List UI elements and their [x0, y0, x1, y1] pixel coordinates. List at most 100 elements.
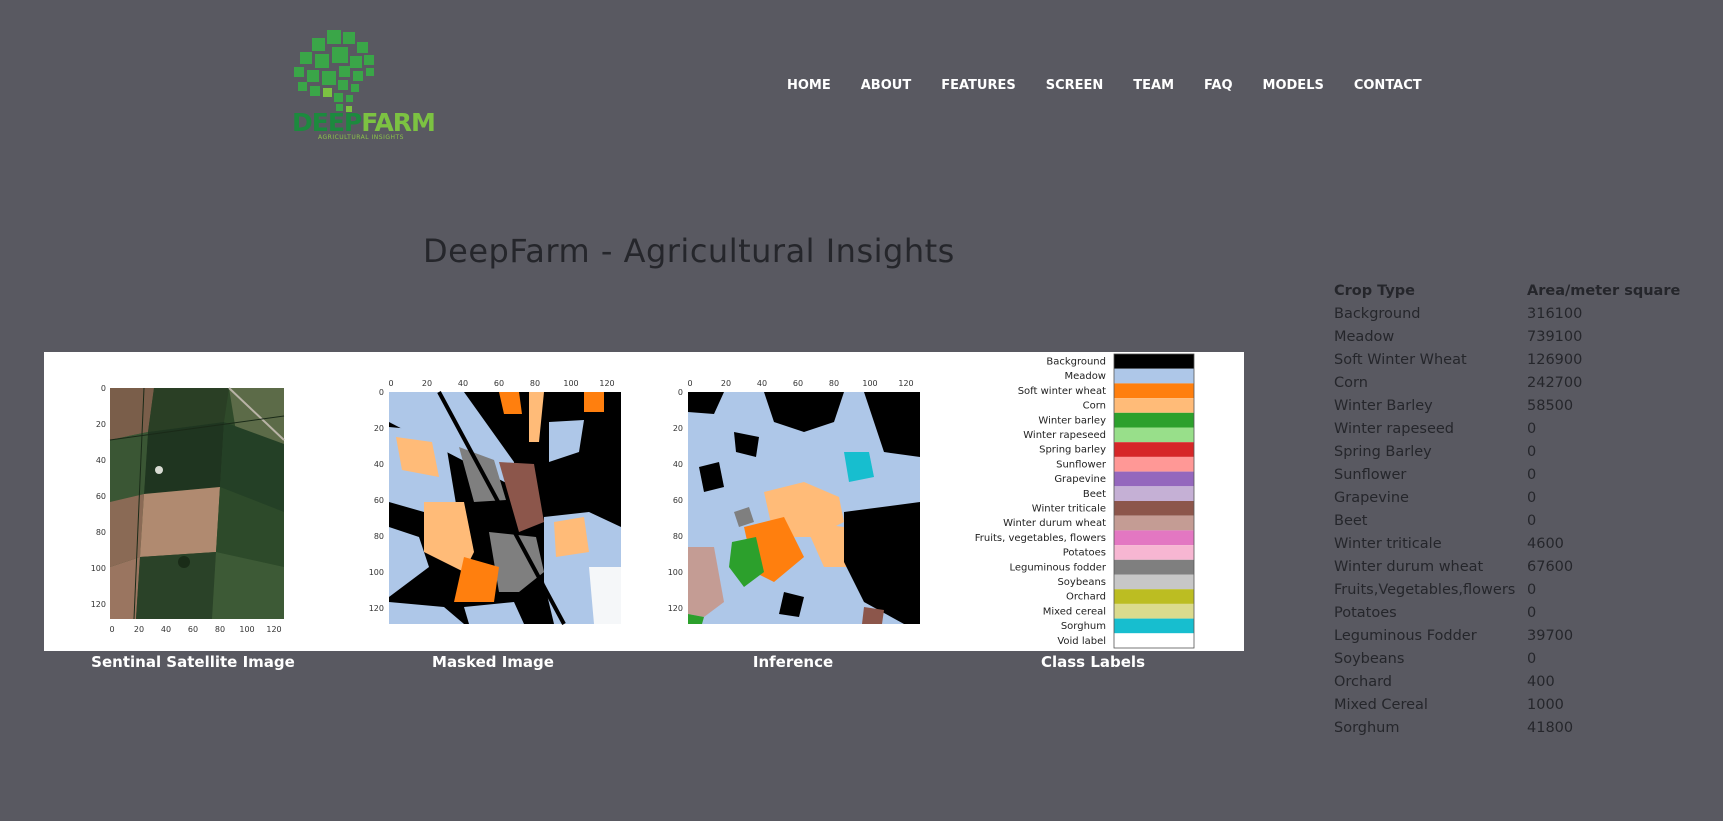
class-label-text: Background: [1046, 357, 1106, 368]
table-row: Soft Winter Wheat 126900: [1334, 348, 1680, 371]
area-cell: 58500: [1527, 397, 1574, 414]
nav-faq-link[interactable]: FAQ: [1204, 78, 1233, 93]
nav-contact-link[interactable]: CONTACT: [1353, 78, 1422, 93]
tick-label: 100: [369, 568, 384, 577]
tick-label: 20: [374, 424, 384, 433]
satellite-x-axis-ticks: 0 20 40 60 80 100 120: [109, 625, 281, 634]
crop-type-cell: Soybeans: [1334, 650, 1405, 667]
caption-satellite: Sentinal Satellite Image: [91, 653, 295, 671]
class-color-swatch: [1114, 354, 1194, 369]
class-label-text: Beet: [1083, 489, 1106, 500]
tick-label: 20: [96, 420, 106, 429]
table-row: Spring Barley 0: [1334, 440, 1680, 463]
tick-label: 20: [422, 379, 432, 388]
class-color-swatch: [1114, 545, 1194, 560]
tick-label: 60: [96, 492, 106, 501]
tick-label: 100: [239, 625, 254, 634]
table-row: Leguminous Fodder 39700: [1334, 624, 1680, 647]
area-cell: 0: [1527, 466, 1537, 483]
tick-label: 60: [494, 379, 504, 388]
tick-label: 120: [668, 604, 683, 613]
nav-screen-link[interactable]: SCREEN: [1045, 78, 1104, 93]
logo-wordmark[interactable]: DEEPFARM: [292, 108, 436, 137]
class-color-swatch: [1114, 442, 1194, 457]
area-cell: 316100: [1527, 305, 1583, 322]
tick-label: 80: [530, 379, 540, 388]
nav-models-link[interactable]: MODELS: [1262, 78, 1324, 93]
crop-type-cell: Winter rapeseed: [1334, 420, 1454, 437]
crop-type-cell: Spring Barley: [1334, 443, 1432, 460]
tick-label: 120: [91, 600, 106, 609]
area-header: Area/meter square: [1527, 282, 1681, 299]
crop-type-cell: Winter triticale: [1334, 535, 1442, 552]
area-cell: 0: [1527, 650, 1537, 667]
class-color-swatch: [1114, 603, 1194, 619]
tick-label: 20: [134, 625, 144, 634]
area-cell: 0: [1527, 443, 1537, 460]
crop-type-cell: Beet: [1334, 512, 1368, 529]
inference-x-axis-ticks: 0 20 40 60 80 100 120: [687, 379, 913, 388]
area-cell: 0: [1527, 512, 1537, 529]
tick-label: 120: [369, 604, 384, 613]
nav-about-link[interactable]: ABOUT: [860, 78, 912, 93]
tick-label: 120: [898, 379, 913, 388]
tick-label: 60: [673, 496, 683, 505]
class-label-text: Winter durum wheat: [1003, 518, 1106, 529]
area-cell: 67600: [1527, 558, 1574, 575]
legend-frame: [1113, 353, 1195, 649]
area-cell: 0: [1527, 420, 1537, 437]
crop-type-cell: Winter durum wheat: [1334, 558, 1484, 575]
table-row: Winter triticale 4600: [1334, 532, 1680, 555]
tick-label: 0: [687, 379, 692, 388]
area-cell: 0: [1527, 489, 1537, 506]
table-row: Soybeans 0: [1334, 647, 1680, 670]
area-cell: 1000: [1527, 696, 1564, 713]
class-label-text: Corn: [1083, 401, 1106, 412]
class-color-swatch: [1114, 530, 1194, 546]
crop-type-cell: Sorghum: [1334, 719, 1400, 736]
nav-features-link[interactable]: FEATURES: [941, 78, 1016, 93]
tick-label: 80: [673, 532, 683, 541]
crop-type-cell: Potatoes: [1334, 604, 1397, 621]
satellite-image: [109, 387, 285, 620]
caption-inference: Inference: [752, 653, 834, 671]
table-row: Winter Barley 58500: [1334, 394, 1680, 417]
tick-label: 120: [599, 379, 614, 388]
table-row: Grapevine 0: [1334, 486, 1680, 509]
tick-label: 80: [96, 528, 106, 537]
deepfarm-logo-icon[interactable]: [290, 30, 440, 145]
crop-type-cell: Fruits,Vegetables,flowers: [1334, 581, 1516, 598]
tick-label: 40: [458, 379, 468, 388]
nav-team-link[interactable]: TEAM: [1133, 78, 1175, 93]
table-row: Fruits,Vegetables,flowers 0: [1334, 578, 1680, 601]
masked-y-axis-ticks: 0 20 40 60 80 100 120: [369, 388, 384, 613]
class-label-text: Winter barley: [1038, 415, 1106, 426]
class-label-text: Sorghum: [1061, 621, 1106, 632]
nav-home-link[interactable]: HOME: [787, 78, 831, 93]
crop-type-cell: Meadow: [1334, 328, 1395, 345]
area-cell: 4600: [1527, 535, 1564, 552]
table-row: Sorghum 41800: [1334, 716, 1680, 739]
crop-type-cell: Soft Winter Wheat: [1334, 351, 1467, 368]
main-nav: HOME ABOUT FEATURES SCREEN TEAM FAQ MODE…: [787, 78, 1452, 93]
logo-tagline: AGRICULTURAL INSIGHTS: [318, 134, 404, 141]
class-label-text: Leguminous fodder: [1009, 562, 1106, 573]
class-color-swatch: [1114, 383, 1194, 399]
class-color-swatch: [1114, 368, 1194, 384]
table-row: Potatoes 0: [1334, 601, 1680, 624]
class-label-text: Winter triticale: [1032, 504, 1106, 515]
tick-label: 20: [721, 379, 731, 388]
crop-type-cell: Background: [1334, 305, 1421, 322]
class-color-swatch: [1114, 427, 1194, 443]
masked-image: [389, 391, 621, 625]
table-row: Background 316100: [1334, 302, 1680, 325]
tick-label: 100: [91, 564, 106, 573]
tick-label: 80: [829, 379, 839, 388]
table-row: Winter rapeseed 0: [1334, 417, 1680, 440]
class-color-swatch: [1114, 456, 1194, 472]
class-label-text: Void label: [1057, 636, 1106, 647]
crop-type-cell: Corn: [1334, 374, 1368, 391]
logo-wordmark-part1: DEEP: [292, 108, 362, 137]
table-row: Meadow 739100: [1334, 325, 1680, 348]
tick-label: 40: [673, 460, 683, 469]
